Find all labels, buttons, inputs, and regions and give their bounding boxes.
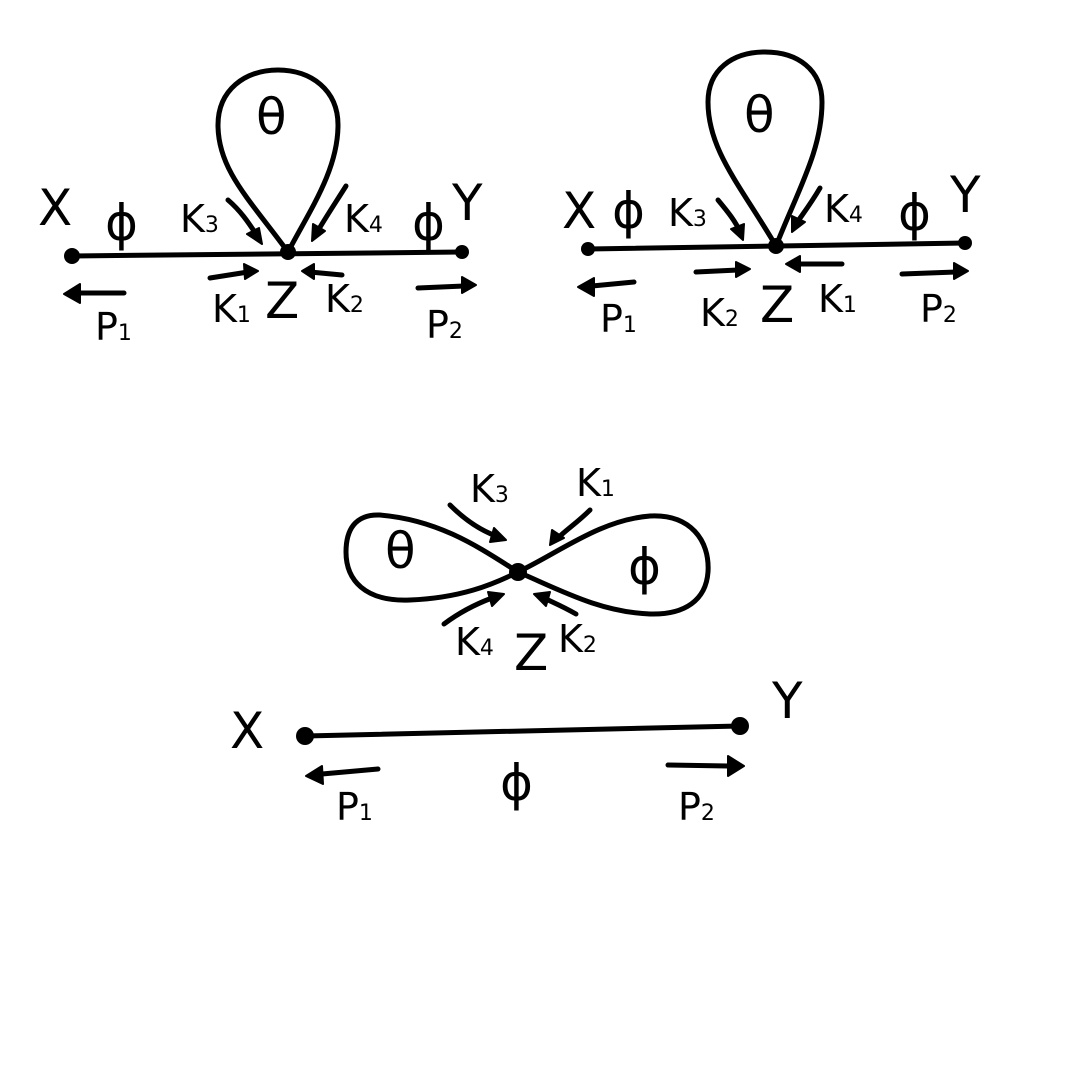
vertex-x-dot	[296, 727, 314, 745]
vertex-y-dot	[731, 717, 749, 735]
k2-arrow-line	[541, 595, 579, 617]
p2-label: P2	[920, 287, 957, 331]
k2-arrow-head	[301, 263, 315, 280]
k3-arrow-head	[489, 527, 507, 543]
theta-loop-label: θ	[256, 88, 287, 146]
k2-arrow-line	[307, 269, 345, 278]
vertex-y-dot	[958, 236, 972, 250]
k4-label: K4	[824, 187, 863, 231]
diagram-4: X Y ϕ P1 P2	[230, 672, 803, 829]
vertex-z-label: Z	[265, 272, 299, 330]
k2-arrow-line	[693, 267, 741, 275]
k1-arrow-line	[207, 269, 251, 281]
vertex-x-label: X	[230, 702, 264, 760]
p1-label: P1	[600, 297, 637, 341]
k2-arrow-head	[735, 261, 751, 278]
k1-label: K1	[576, 461, 615, 505]
vertex-x-label: X	[38, 179, 72, 237]
vertex-x-label: X	[562, 182, 596, 240]
left-loop	[343, 512, 521, 603]
vertex-z-dot	[280, 244, 296, 260]
p2-arrow-line	[415, 283, 467, 291]
k2-label: K2	[325, 277, 364, 321]
k2-label: K2	[558, 617, 597, 661]
p2-label: P2	[426, 303, 463, 347]
phi-left-label: ϕ	[612, 182, 645, 240]
p2-arrow-head	[727, 755, 745, 777]
k4-label: K4	[344, 197, 383, 241]
k4-label: K4	[455, 620, 494, 664]
k4-arrow-line	[441, 595, 495, 627]
p1-label: P1	[95, 305, 132, 349]
right-loop	[515, 513, 711, 617]
vertex-x-dot	[64, 248, 80, 264]
theta-loop-label: θ	[744, 86, 775, 144]
k3-arrow-head	[246, 227, 263, 245]
diagram-1: X Y Z ϕ ϕ θ K3 K4 K1 K2 P	[38, 67, 483, 349]
p2-arrow-line	[665, 762, 731, 769]
k3-label: K3	[668, 191, 707, 235]
phi-left-label: ϕ	[105, 194, 138, 252]
vertex-y-dot	[455, 245, 469, 259]
vertex-z-dot	[509, 563, 527, 581]
phi-loop-label: ϕ	[628, 538, 661, 596]
k2-arrow-head	[533, 591, 551, 607]
vertex-y-label: Y	[949, 166, 981, 224]
k4-arrow-head	[791, 215, 806, 233]
k1-arrow-head	[785, 255, 801, 273]
k2-label: K2	[700, 291, 739, 335]
vertex-x-dot	[581, 242, 595, 256]
p1-arrow-line	[589, 279, 637, 289]
k1-arrow-head	[243, 263, 259, 280]
vertex-y-label: Y	[771, 672, 803, 730]
vertex-z-label: Z	[760, 276, 794, 334]
propagator-line	[302, 723, 743, 739]
phi-right-label: ϕ	[412, 194, 445, 252]
p2-arrow-line	[899, 269, 959, 277]
propagator-line	[69, 249, 465, 259]
vertex-z-dot	[768, 238, 784, 254]
diagram-2: X Y Z ϕ ϕ θ K3 K4 K2 K1 P	[562, 49, 981, 341]
k1-label: K1	[818, 277, 857, 321]
k3-label: K3	[470, 467, 509, 511]
p1-arrow-head	[577, 277, 595, 297]
p1-arrow-head	[305, 765, 324, 785]
k1-arrow-head	[549, 529, 565, 546]
phi-right-label: ϕ	[898, 184, 931, 242]
p2-arrow-head	[461, 276, 477, 294]
p1-arrow-head	[63, 283, 81, 304]
p1-arrow-line	[319, 766, 381, 777]
tadpole-loop	[705, 49, 825, 249]
tadpole-loop	[215, 67, 341, 255]
k1-label: K1	[212, 287, 251, 331]
k3-label: K3	[180, 197, 219, 241]
diagram-3: θ ϕ Z K3 K1 K4 K2	[343, 461, 711, 682]
vertex-z-label: Z	[514, 624, 548, 682]
p2-arrow-head	[953, 262, 969, 280]
phi-line-label: ϕ	[500, 754, 533, 812]
p1-label: P1	[336, 785, 373, 829]
p2-label: P2	[678, 785, 715, 829]
k3-arrow-head	[730, 223, 745, 241]
vertex-y-label: Y	[451, 174, 483, 232]
theta-loop-label: θ	[385, 522, 416, 580]
k4-arrow-head	[311, 223, 326, 242]
k4-arrow-head	[487, 591, 505, 607]
